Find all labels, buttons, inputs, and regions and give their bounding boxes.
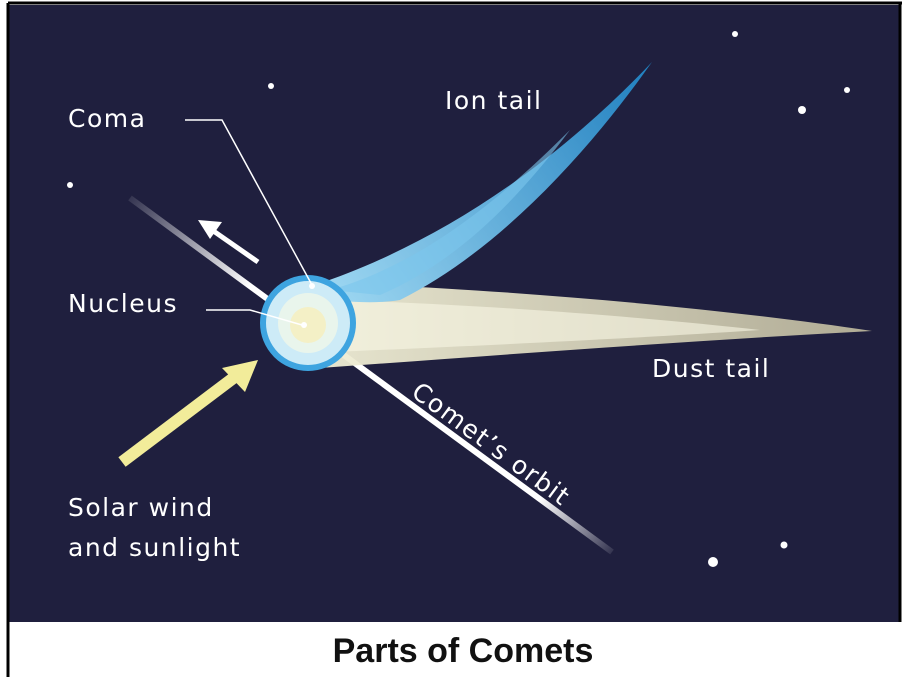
coma-label: Coma bbox=[68, 104, 146, 133]
nucleus-label: Nucleus bbox=[68, 289, 178, 318]
nucleus-pointer-dot bbox=[301, 322, 307, 328]
caption: Parts of Comets bbox=[333, 632, 594, 670]
dust-tail-label: Dust tail bbox=[652, 354, 770, 383]
nucleus bbox=[290, 307, 326, 343]
solar-wind-label: and sunlight bbox=[68, 533, 241, 562]
solar-wind-label: Solar wind bbox=[68, 493, 214, 522]
diagram: Coma Ion tail Nucleus Dust tail Comet’s … bbox=[0, 0, 902, 677]
page: {"labels": {"coma": "Coma", "ion_tail": … bbox=[0, 0, 902, 677]
coma-pointer-dot bbox=[309, 283, 315, 289]
ion-tail-label: Ion tail bbox=[445, 86, 542, 115]
